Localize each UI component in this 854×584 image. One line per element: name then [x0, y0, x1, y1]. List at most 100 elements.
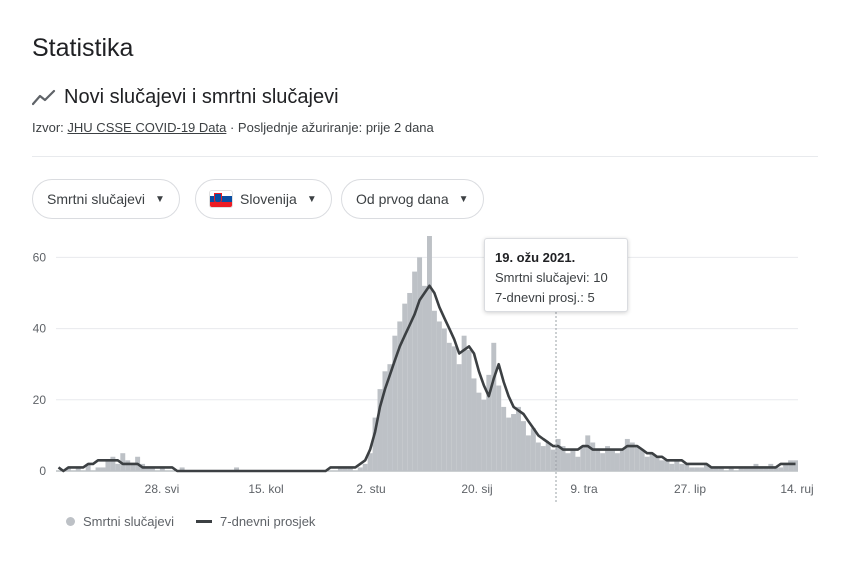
bar — [486, 374, 492, 471]
bar — [520, 421, 526, 471]
bar — [105, 460, 111, 471]
bar — [511, 414, 517, 471]
bar — [95, 467, 101, 471]
bar — [743, 467, 749, 471]
bar — [575, 456, 581, 471]
bar — [436, 321, 442, 471]
legend-line-label: 7-dnevni prosjek — [220, 514, 316, 529]
bar — [758, 467, 764, 471]
bar — [362, 463, 368, 471]
bar — [110, 456, 116, 471]
bar — [476, 392, 482, 471]
bar — [431, 310, 437, 471]
bar — [590, 442, 596, 471]
bar — [530, 428, 536, 471]
page-title: Statistika — [32, 34, 134, 62]
bar — [550, 449, 556, 471]
bar — [679, 463, 685, 471]
bar — [149, 467, 155, 471]
x-axis-labels: 28. svi 15. kol 2. stu 20. sij 9. tra 27. lip… — [145, 482, 814, 496]
caret-down-icon: ▼ — [155, 193, 165, 205]
bar — [664, 460, 670, 471]
deaths-chart[interactable]: 0 20 40 60 28. svi 15. kol 2. stu 20. sij 9. tr… — [0, 230, 854, 510]
bar — [412, 271, 418, 471]
bar — [654, 456, 660, 471]
x-tick-label: 28. svi — [145, 482, 180, 496]
legend-bars-marker — [66, 517, 75, 526]
bar — [674, 460, 680, 471]
bar — [565, 453, 571, 471]
bar — [684, 463, 690, 471]
bar — [417, 257, 423, 471]
x-tick-label: 2. stu — [356, 482, 385, 496]
y-tick-label: 60 — [33, 250, 47, 264]
bar — [496, 385, 502, 471]
bar — [659, 460, 665, 471]
bar — [234, 467, 240, 471]
bar — [100, 467, 106, 471]
metric-dropdown[interactable]: Smrtni slučajevi ▼ — [32, 179, 180, 219]
y-tick-label: 20 — [33, 393, 47, 407]
source-link[interactable]: JHU CSSE COVID-19 Data — [67, 120, 227, 135]
bar — [506, 417, 512, 471]
bar — [525, 435, 531, 471]
bar — [624, 438, 630, 471]
bar — [422, 285, 427, 471]
bar — [738, 467, 744, 471]
legend-bars-label: Smrtni slučajevi — [83, 514, 175, 529]
caret-down-icon: ▼ — [306, 193, 317, 205]
bar — [540, 446, 546, 471]
bar — [713, 467, 719, 471]
bar — [555, 438, 561, 471]
avg-line — [57, 284, 796, 473]
bar — [466, 349, 472, 471]
bar — [580, 446, 586, 471]
bar — [501, 406, 507, 471]
bar — [347, 467, 353, 471]
bar — [614, 453, 620, 471]
trending-line-icon — [32, 89, 56, 105]
card-title: Novi slučajevi i smrtni slučajevi — [64, 86, 339, 108]
source-line: Izvor: JHU CSSE COVID-19 Data · Posljedn… — [32, 120, 434, 135]
bar — [699, 467, 705, 471]
y-tick-label: 0 — [39, 464, 46, 478]
range-dropdown[interactable]: Od prvog dana ▼ — [341, 179, 484, 219]
chart-tooltip: 19. ožu 2021. Smrtni slučajevi: 10 7-dne… — [484, 238, 628, 312]
bar — [634, 446, 640, 471]
bar — [159, 467, 165, 471]
bar — [120, 453, 126, 471]
bars-series — [65, 236, 798, 471]
bar — [644, 456, 650, 471]
bar — [456, 364, 462, 471]
bar — [728, 467, 734, 471]
bar — [619, 449, 625, 471]
bar — [788, 460, 794, 471]
bar — [407, 292, 413, 471]
bar — [179, 467, 185, 471]
country-dropdown[interactable]: Slovenija ▼ — [195, 179, 332, 219]
bar — [115, 463, 121, 471]
bar — [639, 449, 645, 471]
bar — [694, 467, 700, 471]
bar — [446, 342, 452, 471]
bar — [595, 449, 601, 471]
bar — [85, 463, 91, 471]
metric-dropdown-label: Smrtni slučajevi — [47, 191, 146, 207]
country-dropdown-label: Slovenija — [240, 191, 297, 207]
bar — [610, 449, 615, 471]
bar — [689, 467, 695, 471]
avg-line-series — [57, 284, 796, 473]
tooltip-average: 7-dnevni prosj.: 5 — [495, 290, 595, 305]
x-tick-label: 15. kol — [248, 482, 283, 496]
bar — [718, 467, 724, 471]
source-prefix: Izvor: — [32, 120, 64, 135]
bar — [778, 467, 784, 471]
bar — [793, 460, 798, 471]
x-tick-label: 14. ruj — [780, 482, 813, 496]
bar — [600, 453, 606, 471]
bar — [377, 389, 383, 471]
bar — [461, 335, 467, 471]
card-header: Novi slučajevi i smrtni slučajevi — [32, 86, 339, 109]
bar — [451, 346, 457, 471]
bar — [382, 371, 388, 471]
